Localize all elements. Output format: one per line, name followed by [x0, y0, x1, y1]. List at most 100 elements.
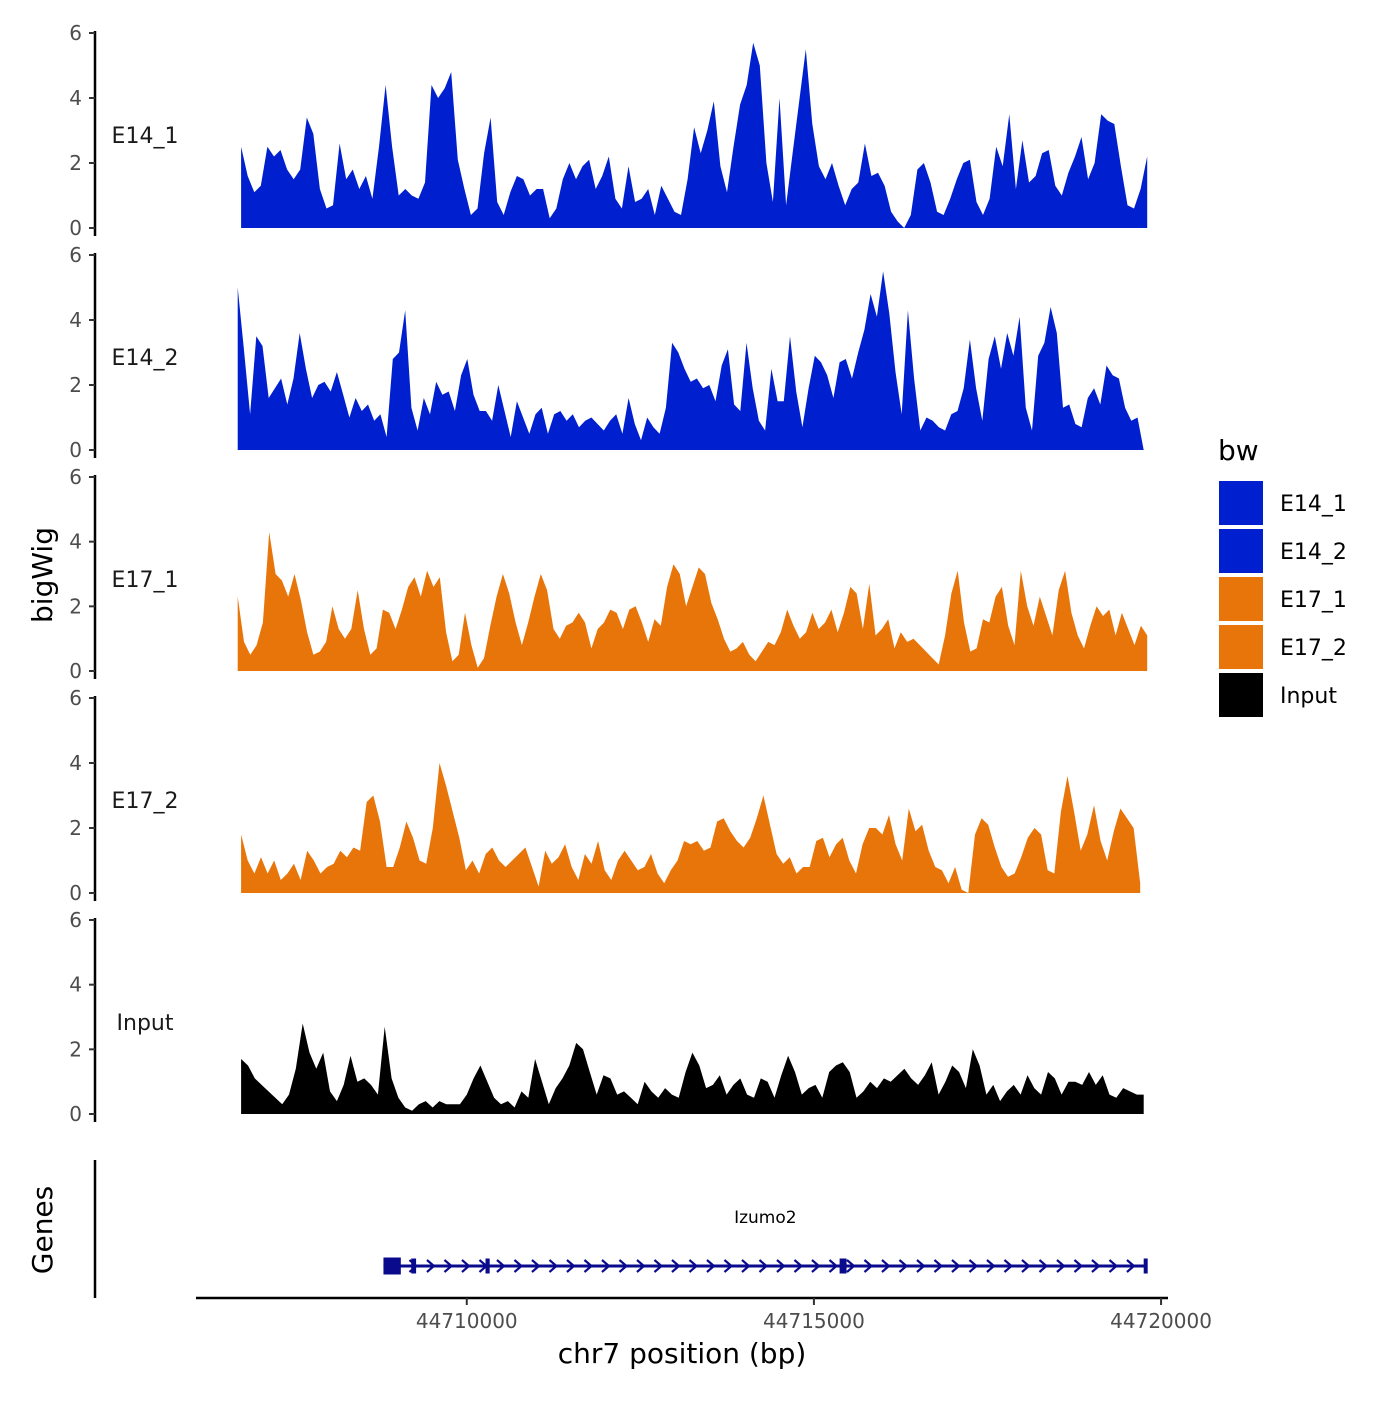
- strand-arrow: [671, 1259, 681, 1273]
- gene-exon: [485, 1258, 490, 1274]
- strand-arrow: [741, 1259, 751, 1273]
- x-tick-label: 44715000: [763, 1309, 865, 1333]
- coverage-area: [237, 532, 1148, 671]
- strand-arrow: [793, 1259, 804, 1273]
- y-tick-label: 0: [69, 1102, 82, 1126]
- y-tick-label: 6: [69, 465, 82, 489]
- strand-arrow: [758, 1259, 769, 1273]
- strand-arrow: [1108, 1259, 1119, 1273]
- y-tick-label: 0: [69, 659, 82, 683]
- strand-arrow: [951, 1259, 961, 1273]
- y-tick-label: 2: [69, 151, 82, 175]
- strand-arrow: [601, 1259, 611, 1273]
- gene-exon: [839, 1258, 847, 1274]
- y-tick-label: 4: [69, 973, 82, 997]
- coverage-area: [237, 271, 1144, 450]
- x-tick-label: 44710000: [416, 1309, 518, 1333]
- strand-arrow: [1073, 1259, 1084, 1273]
- track-label: E14_2: [112, 346, 179, 371]
- strand-arrow: [916, 1259, 926, 1273]
- strand-arrow: [706, 1259, 716, 1273]
- gene-exon: [1143, 1258, 1148, 1274]
- y-tick-label: 4: [69, 530, 82, 554]
- legend: bw E14_1 E14_2 E17_1 E17_2 Input: [1218, 434, 1347, 717]
- strand-arrow: [653, 1259, 664, 1273]
- strand-arrow: [1056, 1259, 1066, 1273]
- y-axis-title: bigWig: [26, 527, 59, 623]
- strand-arrow: [898, 1259, 909, 1273]
- y-tick-label: 0: [69, 438, 82, 462]
- legend-swatch: [1219, 625, 1263, 669]
- strand-arrow: [618, 1259, 629, 1273]
- track-e17-2: 0 2 4 6 E17_2: [69, 686, 1141, 905]
- gene-exon: [411, 1258, 417, 1274]
- y-tick-label: 2: [69, 816, 82, 840]
- strand-arrow: [426, 1259, 436, 1273]
- x-tick-label: 44720000: [1110, 1309, 1212, 1333]
- strand-arrow: [828, 1259, 839, 1273]
- genes-track: Izumo2: [93, 1160, 1148, 1298]
- legend-swatch: [1219, 673, 1263, 717]
- y-tick-label: 0: [69, 881, 82, 905]
- strand-arrow: [583, 1259, 594, 1273]
- bigwig-tracks: 0 2 4 6 E14_1 0 2 4 6 E14_2 0 2 4 6 E17_1 0 2 4 6 E17_2 0 2 4 6…: [69, 21, 1148, 1126]
- strand-arrow: [461, 1259, 471, 1273]
- strand-arrow: [688, 1259, 699, 1273]
- strand-arrow: [513, 1259, 524, 1273]
- strand-arrow: [1038, 1259, 1049, 1273]
- strand-arrow: [863, 1259, 874, 1273]
- y-tick-label: 2: [69, 1037, 82, 1061]
- strand-arrow: [776, 1259, 786, 1273]
- legend-label: E14_1: [1280, 492, 1347, 517]
- legend-swatch: [1219, 529, 1263, 573]
- track-label: E17_2: [112, 789, 179, 814]
- y-tick-label: 2: [69, 594, 82, 618]
- strand-arrow: [723, 1259, 734, 1273]
- strand-arrow: [1091, 1259, 1101, 1273]
- strand-arrow: [548, 1259, 559, 1273]
- track-e14-2: 0 2 4 6 E14_2: [69, 243, 1144, 462]
- y-tick-label: 4: [69, 751, 82, 775]
- strand-arrow: [933, 1259, 944, 1273]
- strand-arrow: [846, 1259, 856, 1273]
- strand-arrow: [1021, 1259, 1031, 1273]
- y-tick-label: 2: [69, 373, 82, 397]
- track-e17-1: 0 2 4 6 E17_1: [69, 465, 1148, 683]
- strand-arrow: [811, 1259, 821, 1273]
- legend-label: E17_2: [1280, 636, 1347, 661]
- legend-label: E14_2: [1280, 540, 1347, 565]
- strand-arrow: [531, 1259, 541, 1273]
- legend-label: E17_1: [1280, 588, 1347, 613]
- y-tick-label: 4: [69, 86, 82, 110]
- legend-swatch: [1219, 577, 1263, 621]
- strand-arrow: [1003, 1259, 1014, 1273]
- track-label: E17_1: [112, 568, 179, 593]
- strand-arrow: [443, 1259, 454, 1273]
- y-tick-label: 6: [69, 21, 82, 45]
- strand-arrow: [986, 1259, 996, 1273]
- y-tick-label: 6: [69, 686, 82, 710]
- strand-arrow: [496, 1259, 506, 1273]
- track-e14-1: 0 2 4 6 E14_1: [69, 21, 1148, 240]
- x-axis: 44710000 44715000 44720000: [196, 1296, 1212, 1333]
- strand-arrow: [968, 1259, 979, 1273]
- x-axis-title: chr7 position (bp): [558, 1337, 807, 1370]
- genes-axis-title: Genes: [26, 1186, 59, 1274]
- y-tick-label: 6: [69, 908, 82, 932]
- y-tick-label: 6: [69, 243, 82, 267]
- strand-arrow: [1126, 1259, 1136, 1273]
- track-label: Input: [117, 1011, 174, 1036]
- legend-swatch: [1219, 481, 1263, 525]
- strand-arrow: [566, 1259, 576, 1273]
- coverage-area: [241, 763, 1141, 893]
- gene-name-label: Izumo2: [734, 1208, 797, 1228]
- gene-exon: [383, 1257, 401, 1275]
- legend-title: bw: [1218, 434, 1259, 467]
- strand-arrow: [636, 1259, 646, 1273]
- y-tick-label: 4: [69, 308, 82, 332]
- strand-arrow: [881, 1259, 891, 1273]
- y-tick-label: 0: [69, 216, 82, 240]
- track-label: E14_1: [112, 124, 179, 149]
